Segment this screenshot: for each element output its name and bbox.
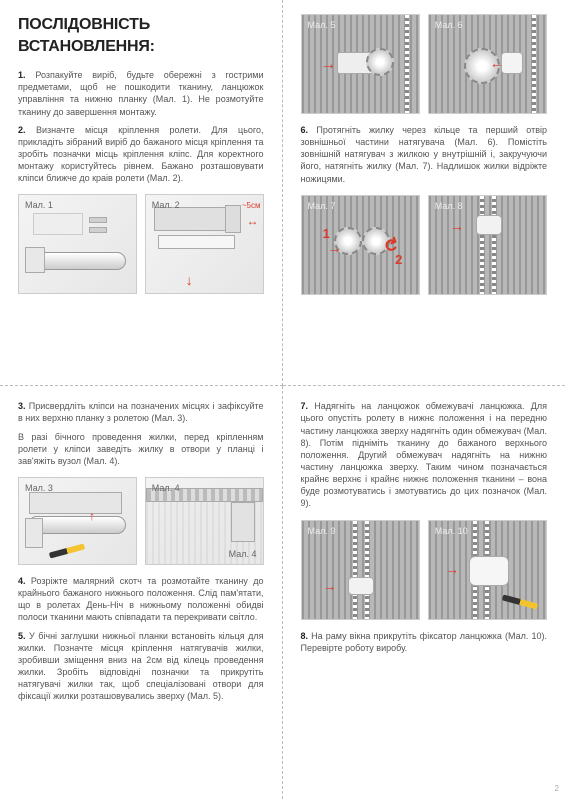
step-text-4: Розріжте малярний скотч та розмотайте тк… (18, 576, 264, 622)
figure-10: Мал. 10 → (428, 520, 547, 620)
figure-1: Мал. 1 (18, 194, 137, 294)
fig-label-6: Мал. 6 (435, 19, 463, 31)
arrow-icon: ↔ (247, 213, 259, 229)
fig-label-7: Мал. 7 (308, 200, 336, 212)
step-6: 6. Протягніть жилку через кільце та перш… (301, 124, 548, 185)
step-8: 8. На раму вікна прикрутіть фіксатор лан… (301, 630, 548, 654)
step-text-2: Визначте місця кріплення ролети. Для цьо… (18, 125, 264, 184)
figure-7: Мал. 7 1 → 2 ↻ (301, 195, 420, 295)
annot-two: 2 (395, 251, 402, 269)
arrow-down-icon: ↓ (186, 271, 193, 290)
fig-row-9-10: Мал. 9 → Мал. 10 → (301, 520, 548, 620)
figure-9: Мал. 9 → (301, 520, 420, 620)
fig-label-4: Мал. 4 (152, 482, 180, 494)
arrow-icon: → (450, 217, 464, 236)
step-text-3: Присвердліть кліпси на позначених місцях… (18, 401, 264, 423)
quadrant-top-left: ПОСЛІДОВНІСТЬ ВСТАНОВЛЕННЯ: 1. Розпакуйт… (0, 0, 283, 386)
fig-label-9: Мал. 9 (308, 525, 336, 537)
arrow-icon: ← (490, 54, 504, 73)
step-num-1: 1. (18, 70, 26, 80)
fig-row-7-8: Мал. 7 1 → 2 ↻ Мал. 8 → (301, 195, 548, 295)
step-5: 5. У бічні заглушки нижньої планки встан… (18, 630, 264, 703)
step-num-7: 7. (301, 401, 309, 411)
figure-3: Мал. 3 ↑ (18, 477, 137, 565)
page-title: ПОСЛІДОВНІСТЬ ВСТАНОВЛЕННЯ: (18, 14, 264, 57)
fig-row-5-6: Мал. 5 → Мал. 6 ← (301, 14, 548, 114)
step-2: 2. Визначте місця кріплення ролети. Для … (18, 124, 264, 185)
step-num-5: 5. (18, 631, 26, 641)
step-num-3: 3. (18, 401, 26, 411)
fig-label-3: Мал. 3 (25, 482, 53, 494)
step-text-6: Протягніть жилку через кільце та перший … (301, 125, 548, 184)
fig-row-1-2: Мал. 1 Мал. 2 ~5см ↔ ↓ (18, 194, 264, 294)
figure-2: Мал. 2 ~5см ↔ ↓ (145, 194, 264, 294)
step-text-8: На раму вікна прикрутіть фіксатор ланцюж… (301, 631, 547, 653)
figure-6: Мал. 6 ← (428, 14, 547, 114)
fig-label-8: Мал. 8 (435, 200, 463, 212)
figure-4: Мал. 4 Мал. 4 (145, 477, 264, 565)
arrow-icon: → (320, 54, 336, 76)
quadrant-top-right: Мал. 5 → Мал. 6 ← 6. Протягніть жилку че… (283, 0, 565, 386)
step-text-3b: В разі бічного проведення жилки, перед к… (18, 432, 264, 466)
arrow-up-icon: ↑ (89, 508, 95, 524)
arrow-icon: → (323, 577, 337, 596)
figure-8: Мал. 8 → (428, 195, 547, 295)
step-7: 7. Надягніть на ланцюжок обмежувачі ланц… (301, 400, 548, 509)
page-number: 2 (555, 784, 559, 795)
step-num-6: 6. (301, 125, 309, 135)
arrow-icon: → (327, 239, 341, 258)
step-text-1: Розпакуйте виріб, будьте обережні з гост… (18, 70, 264, 116)
step-text-7: Надягніть на ланцюжок обмежувачі ланцюжк… (301, 401, 548, 508)
step-num-2: 2. (18, 125, 26, 135)
step-3: 3. Присвердліть кліпси на позначених міс… (18, 400, 264, 424)
figure-5: Мал. 5 → (301, 14, 420, 114)
step-3b: В разі бічного проведення жилки, перед к… (18, 431, 264, 467)
step-text-5: У бічні заглушки нижньої планки встанові… (18, 631, 264, 702)
fig-label-10: Мал. 10 (435, 525, 468, 537)
fig-row-3-4: Мал. 3 ↑ Мал. 4 Мал. 4 (18, 477, 264, 565)
step-num-8: 8. (301, 631, 309, 641)
quadrant-bottom-left: 3. Присвердліть кліпси на позначених міс… (0, 386, 283, 799)
step-1: 1. Розпакуйте виріб, будьте обережні з г… (18, 69, 264, 118)
step-4: 4. Розріжте малярний скотч та розмотайте… (18, 575, 264, 624)
step-num-4: 4. (18, 576, 26, 586)
fig-label-4b: Мал. 4 (229, 548, 257, 560)
fig-label-2: Мал. 2 (152, 199, 180, 211)
quadrant-bottom-right: 7. Надягніть на ланцюжок обмежувачі ланц… (283, 386, 565, 799)
fig-label-1: Мал. 1 (25, 199, 53, 211)
fig-label-5: Мал. 5 (308, 19, 336, 31)
dimension-5cm: ~5см (242, 201, 261, 212)
arrow-icon: → (445, 560, 459, 579)
